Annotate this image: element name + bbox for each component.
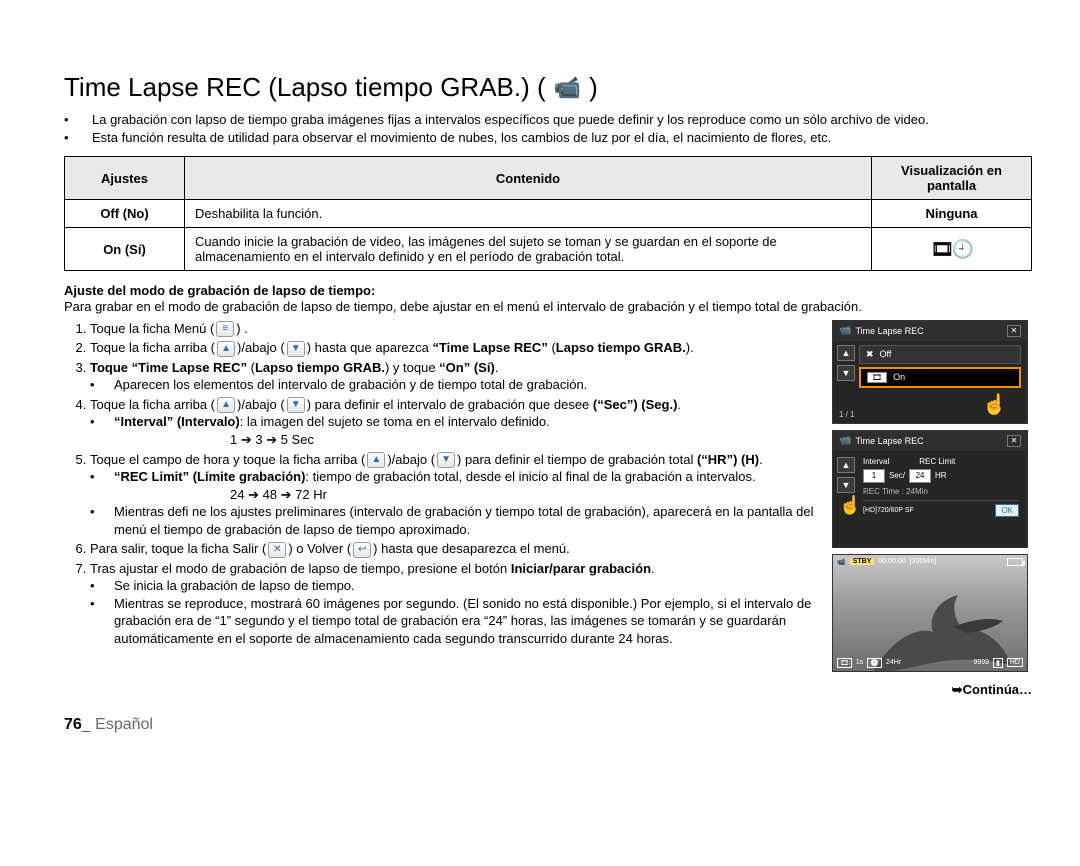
pager: 1 / 1 — [839, 410, 855, 419]
osd-top: 📹 STBY 00:00:00 [300Min] — [837, 558, 1023, 566]
step-4: Toque la ficha arriba (▲)/abajo (▼) para… — [90, 396, 820, 449]
step-7-bullet: Mientras se reproduce, mostrará 60 imáge… — [102, 595, 820, 648]
cell-content: Deshabilita la función. — [185, 200, 872, 228]
close-icon[interactable]: ✕ — [1007, 435, 1021, 447]
osd-interval: 1s — [856, 659, 863, 666]
ok-button[interactable]: OK — [995, 504, 1019, 517]
close-icon[interactable]: ✕ — [1007, 325, 1021, 337]
cell-osd: Ninguna — [872, 200, 1032, 228]
interval-label: Interval — [863, 457, 889, 466]
osd-count: 9999 — [973, 659, 989, 666]
camcorder-icon: 📹 — [837, 558, 846, 566]
step-5-bullet: “REC Limit” (Límite grabación): tiempo d… — [102, 468, 820, 486]
subpara: Para grabar en el modo de grabación de l… — [64, 298, 1032, 316]
down-icon: ▼ — [287, 397, 305, 413]
steps-list: Toque la ficha Menú (≡) . Toque la ficha… — [64, 320, 820, 648]
osd-time: 00:00:00 — [878, 558, 905, 565]
page-number: 76 — [64, 716, 82, 733]
up-icon: ▲ — [217, 341, 235, 357]
cell-content: Cuando inicie la grabación de video, las… — [185, 228, 872, 271]
camcorder-icon: 📹 — [554, 75, 581, 101]
mode-label: [HD]720/60P SF — [863, 507, 914, 514]
table-row: On (Sí) Cuando inicie la grabación de vi… — [65, 228, 1032, 271]
hand-pointer-icon: ☝ — [839, 495, 861, 516]
cell-osd: 🎞︎🕘 — [872, 228, 1032, 271]
close-icon: ✕ — [268, 542, 286, 558]
up-icon: ▲ — [217, 397, 235, 413]
step-1: Toque la ficha Menú (≡) . — [90, 320, 820, 338]
lcd-screen-2: 📹 Time Lapse REC ✕ ▲ ▼ Interval REC Limi… — [832, 430, 1028, 548]
osd-remaining: [300Min] — [910, 558, 937, 565]
up-icon: ▲ — [367, 452, 385, 468]
step-3-bullet: Aparecen los elementos del intervalo de … — [102, 376, 820, 394]
cell-setting: On (Sí) — [65, 228, 185, 271]
reclimit-value[interactable]: 24 — [909, 469, 931, 483]
clock-icon: 🕘 — [867, 658, 882, 668]
down-icon: ▼ — [437, 452, 455, 468]
intro-list: La grabación con lapso de tiempo graba i… — [64, 111, 1032, 146]
interval-unit: Sec/ — [889, 471, 905, 480]
footer-lang: _ Español — [82, 716, 153, 733]
camcorder-icon: 📹 — [839, 435, 851, 446]
option-on[interactable]: 🎞On — [859, 367, 1021, 388]
step-4-bullet: “Interval” (Intervalo): la imagen del su… — [102, 413, 820, 431]
up-icon[interactable]: ▲ — [837, 345, 855, 361]
continue-label: ➥Continúa… — [64, 682, 1032, 698]
timelapse-icon: 🎞︎🕘 — [931, 239, 972, 259]
down-icon: ▼ — [287, 341, 305, 357]
step-7: Tras ajustar el modo de grabación de lap… — [90, 560, 820, 648]
page-footer: 76_ Español — [64, 716, 1032, 734]
osd-limit: 24Hr — [886, 659, 901, 666]
step-3: Toque “Time Lapse REC” (Lapso tiempo GRA… — [90, 359, 820, 394]
intro-item: Esta función resulta de utilidad para ob… — [78, 129, 1032, 147]
cross-icon: ✖ — [866, 349, 874, 360]
step-5: Toque el campo de hora y toque la ficha … — [90, 451, 820, 539]
page-title: Time Lapse REC (Lapso tiempo GRAB.) ( 📹 … — [64, 72, 1032, 103]
subheading: Ajuste del modo de grabación de lapso de… — [64, 283, 1032, 298]
menu-icon: ≡ — [216, 321, 234, 337]
screens-column: 📹 Time Lapse REC ✕ ▲ ▼ ✖Off 🎞On 1 / 1 ☝ — [832, 320, 1032, 672]
cell-setting: Off (No) — [65, 200, 185, 228]
col-contenido: Contenido — [185, 157, 872, 200]
intro-item: La grabación con lapso de tiempo graba i… — [78, 111, 1032, 129]
table-row: Off (No) Deshabilita la función. Ninguna — [65, 200, 1032, 228]
back-icon: ↩ — [353, 542, 371, 558]
settings-table: Ajustes Contenido Visualización en panta… — [64, 156, 1032, 271]
lcd-screen-1: 📹 Time Lapse REC ✕ ▲ ▼ ✖Off 🎞On 1 / 1 ☝ — [832, 320, 1028, 424]
camcorder-icon: 📹 — [839, 325, 851, 336]
down-icon[interactable]: ▼ — [837, 365, 855, 381]
col-ajustes: Ajustes — [65, 157, 185, 200]
step-6: Para salir, toque la ficha Salir (✕) o V… — [90, 540, 820, 558]
stby-badge: STBY — [850, 558, 875, 565]
rec-time: REC Time : 24Min — [863, 487, 1019, 496]
step-5-bullet2: Mientras defi ne los ajustes preliminare… — [102, 503, 820, 538]
title-close-paren: ) — [589, 72, 598, 103]
step-5-seq: 24 ➔ 48 ➔ 72 Hr — [90, 486, 820, 504]
step-4-seq: 1 ➔ 3 ➔ 5 Sec — [90, 431, 820, 449]
interval-value[interactable]: 1 — [863, 469, 885, 483]
hand-pointer-icon: ☝ — [982, 392, 1007, 417]
osd-bottom: 🎞 1s 🕘 24Hr 9999 ▮ HD — [837, 658, 1023, 668]
step-2: Toque la ficha arriba (▲)/abajo (▼) hast… — [90, 339, 820, 357]
reclimit-unit: HR — [935, 471, 947, 480]
screen2-title: Time Lapse REC — [855, 436, 923, 446]
hd-icon: HD — [1007, 658, 1023, 667]
timelapse-icon: 🎞 — [867, 372, 887, 383]
down-icon[interactable]: ▼ — [837, 477, 855, 493]
card-icon: ▮ — [993, 658, 1003, 668]
up-icon[interactable]: ▲ — [837, 457, 855, 473]
timelapse-icon: 🎞 — [837, 658, 852, 668]
reclimit-label: REC Limit — [919, 457, 955, 466]
option-off[interactable]: ✖Off — [859, 345, 1021, 364]
battery-icon — [1007, 558, 1023, 566]
screen1-title: Time Lapse REC — [855, 326, 923, 336]
lcd-screen-3: 📹 STBY 00:00:00 [300Min] 🎞 1s 🕘 24Hr 999… — [832, 554, 1028, 672]
step-7-bullet: Se inicia la grabación de lapso de tiemp… — [102, 577, 820, 595]
col-visualizacion: Visualización en pantalla — [872, 157, 1032, 200]
title-text: Time Lapse REC (Lapso tiempo GRAB.) ( — [64, 72, 546, 103]
